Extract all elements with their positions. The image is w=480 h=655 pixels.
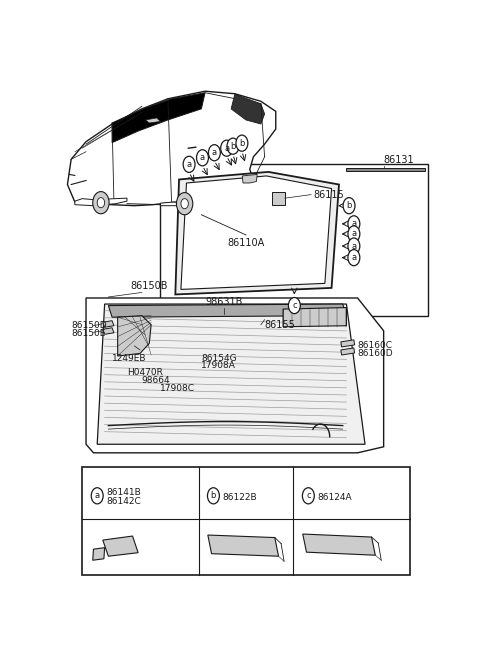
Text: 86131: 86131	[384, 155, 414, 165]
Polygon shape	[75, 198, 127, 206]
Circle shape	[97, 198, 105, 208]
Text: 86115: 86115	[313, 189, 344, 200]
Polygon shape	[175, 172, 339, 295]
Text: 86155: 86155	[264, 320, 296, 329]
Text: H0470R: H0470R	[127, 367, 163, 377]
Polygon shape	[347, 168, 424, 172]
Text: 86150D: 86150D	[71, 321, 107, 330]
Polygon shape	[93, 548, 105, 560]
FancyBboxPatch shape	[160, 164, 428, 316]
Circle shape	[348, 238, 360, 254]
Polygon shape	[208, 535, 278, 556]
Polygon shape	[103, 536, 138, 556]
Text: a: a	[351, 242, 357, 251]
Text: 98664: 98664	[142, 376, 170, 384]
FancyBboxPatch shape	[83, 467, 410, 575]
Polygon shape	[86, 298, 384, 453]
Circle shape	[177, 193, 193, 215]
Text: 86124A: 86124A	[318, 493, 352, 502]
Circle shape	[343, 198, 355, 214]
Polygon shape	[118, 316, 151, 356]
Text: c: c	[306, 491, 311, 500]
Circle shape	[348, 250, 360, 266]
Text: 86160C: 86160C	[358, 341, 393, 350]
Text: b: b	[211, 491, 216, 500]
Text: 86150E: 86150E	[71, 329, 106, 338]
Polygon shape	[283, 308, 347, 327]
Text: 86122B: 86122B	[223, 493, 257, 502]
Text: a: a	[200, 153, 205, 162]
Polygon shape	[108, 304, 347, 317]
Circle shape	[302, 488, 314, 504]
Circle shape	[181, 198, 188, 209]
Polygon shape	[303, 534, 375, 555]
Circle shape	[93, 191, 109, 214]
Polygon shape	[242, 174, 257, 183]
Circle shape	[207, 488, 219, 504]
Polygon shape	[341, 340, 355, 347]
Polygon shape	[341, 348, 355, 355]
Polygon shape	[103, 328, 114, 334]
FancyBboxPatch shape	[273, 191, 285, 204]
Circle shape	[91, 488, 103, 504]
Text: 86154G: 86154G	[202, 354, 237, 362]
Polygon shape	[97, 304, 365, 444]
Text: a: a	[95, 491, 100, 500]
Circle shape	[227, 138, 239, 155]
Text: 17908C: 17908C	[160, 384, 195, 393]
Circle shape	[221, 140, 233, 157]
Text: 86141B: 86141B	[107, 488, 141, 497]
Text: a: a	[351, 253, 357, 262]
Text: 86160D: 86160D	[358, 350, 393, 358]
Text: a: a	[351, 229, 357, 238]
Polygon shape	[112, 93, 205, 143]
Text: c: c	[292, 301, 297, 310]
Text: 86142C: 86142C	[107, 497, 141, 506]
Text: b: b	[230, 141, 236, 151]
Polygon shape	[67, 91, 276, 206]
Circle shape	[208, 145, 220, 161]
Circle shape	[183, 157, 195, 172]
Circle shape	[196, 150, 208, 166]
Polygon shape	[103, 321, 114, 328]
Text: a: a	[187, 160, 192, 169]
Text: 86110A: 86110A	[228, 238, 264, 248]
Polygon shape	[181, 176, 332, 290]
Polygon shape	[160, 200, 209, 206]
Circle shape	[236, 135, 248, 151]
Text: 1249EB: 1249EB	[112, 354, 146, 362]
Text: a: a	[212, 148, 217, 157]
Polygon shape	[231, 94, 264, 124]
Text: 98631B: 98631B	[205, 297, 242, 307]
Text: b: b	[239, 139, 245, 147]
Text: a: a	[351, 219, 357, 229]
Circle shape	[348, 226, 360, 242]
Text: 17908A: 17908A	[202, 360, 236, 369]
Polygon shape	[145, 118, 160, 123]
Text: b: b	[347, 201, 352, 210]
Text: 86150B: 86150B	[131, 282, 168, 291]
Circle shape	[348, 215, 360, 232]
Text: a: a	[224, 143, 229, 153]
Circle shape	[288, 297, 300, 314]
